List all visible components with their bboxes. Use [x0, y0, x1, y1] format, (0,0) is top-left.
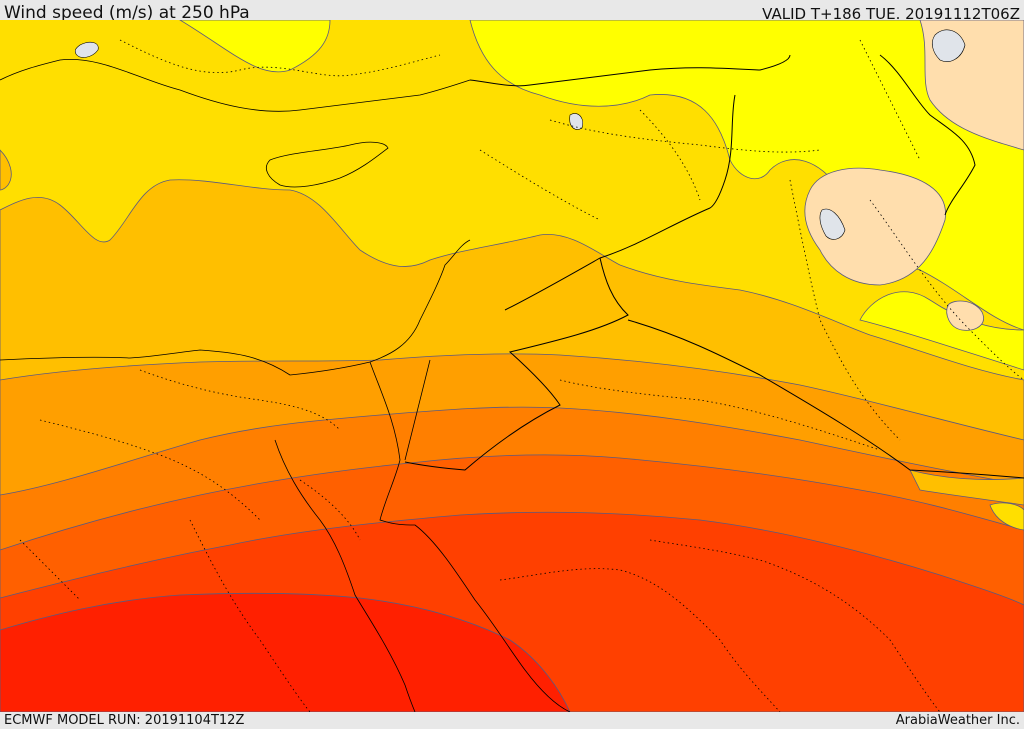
- credit-label: ArabiaWeather Inc.: [895, 713, 1020, 728]
- turkey-coast: [0, 58, 471, 112]
- red-sea-east-coast: [379, 459, 571, 712]
- map-canvas: [0, 20, 1024, 712]
- band-wheat-center: [804, 167, 946, 286]
- red-sea-west-coast: [274, 439, 416, 712]
- sinai-outline: [369, 359, 431, 461]
- footer-bar: ECMWF MODEL RUN: 20191104T12Z ArabiaWeat…: [0, 712, 1024, 729]
- band-red: [0, 592, 571, 712]
- band-wheat-small: [946, 300, 984, 331]
- border-iran-iraq: [879, 54, 976, 216]
- header-bar: Wind speed (m/s) at 250 hPa VALID T+186 …: [0, 0, 1024, 23]
- model-run-label: ECMWF MODEL RUN: 20191104T12Z: [4, 713, 245, 728]
- band-gold-east-patch: [989, 502, 1024, 531]
- lake-east: [931, 29, 966, 62]
- lake-tuz: [74, 41, 99, 58]
- border-iraq-syria: [504, 94, 736, 311]
- mediterranean-coast: [0, 239, 471, 376]
- map-title: Wind speed (m/s) at 250 hPa: [4, 3, 250, 23]
- band-amber-west: [0, 149, 12, 191]
- valid-time-label: VALID T+186 TUE. 20191112T06Z: [762, 5, 1020, 23]
- border-jordan-saudi: [404, 257, 629, 471]
- cyprus-outline: [266, 141, 389, 188]
- lake-iraq: [819, 208, 846, 240]
- internal-boundaries: [19, 39, 1024, 712]
- border-syria-turkey: [469, 54, 791, 87]
- border-iraq-saudi: [627, 319, 1024, 479]
- wind-speed-map: [0, 20, 1024, 712]
- band-yellow: [179, 20, 331, 73]
- band-amber-east-patch: [909, 469, 1024, 506]
